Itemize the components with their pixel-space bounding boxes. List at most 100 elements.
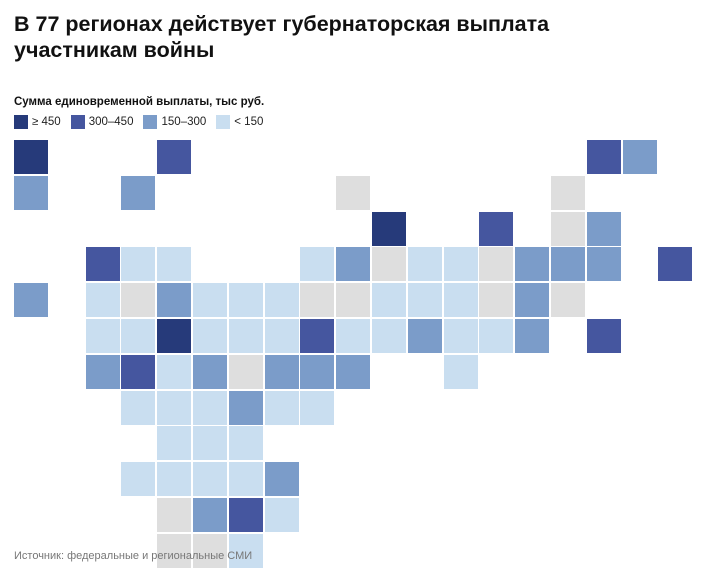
- region-tile: [515, 283, 549, 317]
- region-tile: [551, 176, 585, 210]
- region-tile: [121, 319, 155, 353]
- region-tile: [479, 247, 513, 281]
- region-tile: [193, 355, 227, 389]
- region-tile: [336, 176, 370, 210]
- region-tile: [157, 462, 191, 496]
- legend: ≥ 450 300–450 150–300 < 150: [14, 115, 273, 129]
- region-tile: [587, 140, 621, 174]
- region-tile: [193, 283, 227, 317]
- region-tile: [336, 355, 370, 389]
- region-tile: [658, 247, 692, 281]
- region-tile: [157, 426, 191, 460]
- legend-label-ge-450: ≥ 450: [32, 116, 61, 128]
- region-tile: [265, 498, 299, 532]
- region-tile: [229, 426, 263, 460]
- region-tile: [229, 319, 263, 353]
- region-tile: [444, 355, 478, 389]
- region-tile: [157, 283, 191, 317]
- region-tile: [121, 247, 155, 281]
- region-tile: [193, 426, 227, 460]
- region-tile: [157, 391, 191, 425]
- region-tile: [193, 391, 227, 425]
- region-tile: [229, 391, 263, 425]
- region-tile: [444, 319, 478, 353]
- region-tile: [479, 212, 513, 246]
- region-tile: [121, 462, 155, 496]
- region-tile: [121, 391, 155, 425]
- region-tile: [14, 283, 48, 317]
- region-tile: [121, 176, 155, 210]
- region-tile: [229, 498, 263, 532]
- region-tile: [515, 247, 549, 281]
- region-tile: [265, 319, 299, 353]
- region-tile: [193, 534, 227, 568]
- legend-label-300-450: 300–450: [88, 116, 134, 128]
- region-tile: [229, 462, 263, 496]
- region-tile: [300, 247, 334, 281]
- region-tile: [157, 498, 191, 532]
- region-tile: [265, 355, 299, 389]
- region-tile: [14, 176, 48, 210]
- legend-item-150-300: 150–300: [143, 115, 206, 129]
- region-tile: [587, 247, 621, 281]
- legend-item-lt-150: < 150: [216, 115, 263, 129]
- region-tile: [444, 247, 478, 281]
- legend-swatch-150-300: [143, 115, 158, 129]
- region-tile: [300, 355, 334, 389]
- region-tile: [121, 355, 155, 389]
- region-tile: [157, 355, 191, 389]
- legend-swatch-300-450: [70, 115, 85, 129]
- legend-title: Сумма единовременной выплаты, тыс руб.: [14, 96, 265, 108]
- region-tile: [193, 462, 227, 496]
- region-tile: [300, 283, 334, 317]
- region-tile: [86, 247, 120, 281]
- region-tile: [408, 319, 442, 353]
- region-tile: [229, 283, 263, 317]
- region-tile: [265, 391, 299, 425]
- region-tile: [479, 319, 513, 353]
- region-tile: [515, 319, 549, 353]
- region-tile: [372, 212, 406, 246]
- region-tile: [372, 247, 406, 281]
- region-tile: [336, 283, 370, 317]
- region-tile: [229, 534, 263, 568]
- region-tile: [587, 212, 621, 246]
- region-tile: [336, 319, 370, 353]
- legend-item-300-450: 300–450: [70, 115, 134, 129]
- region-tile: [86, 355, 120, 389]
- region-tile: [587, 319, 621, 353]
- region-tile: [479, 283, 513, 317]
- region-tile: [408, 283, 442, 317]
- region-tile: [157, 140, 191, 174]
- source-note: Источник: федеральные и региональные СМИ: [14, 550, 253, 562]
- region-tile: [551, 247, 585, 281]
- region-tile: [336, 247, 370, 281]
- legend-swatch-ge-450: [14, 115, 28, 129]
- region-tile: [86, 319, 120, 353]
- legend-item-ge-450: ≥ 450: [14, 115, 61, 129]
- region-tile: [408, 247, 442, 281]
- region-tile: [229, 355, 263, 389]
- region-tile: [300, 319, 334, 353]
- region-tile: [193, 319, 227, 353]
- region-tile: [14, 140, 48, 174]
- region-tile: [157, 247, 191, 281]
- region-tile: [444, 283, 478, 317]
- region-tile: [551, 212, 585, 246]
- region-tile: [86, 283, 120, 317]
- region-tile: [551, 283, 585, 317]
- region-tile: [300, 391, 334, 425]
- region-tile: [372, 319, 406, 353]
- region-tile: [157, 534, 191, 568]
- region-tile: [193, 498, 227, 532]
- region-tile: [265, 462, 299, 496]
- legend-swatch-lt-150: [216, 115, 231, 129]
- region-tile: [372, 283, 406, 317]
- region-tile: [157, 319, 191, 353]
- page-title: В 77 регионах действует губернаторская в…: [14, 12, 550, 62]
- region-tile: [265, 283, 299, 317]
- legend-label-150-300: 150–300: [161, 116, 207, 128]
- region-tile: [121, 283, 155, 317]
- region-tile: [623, 140, 657, 174]
